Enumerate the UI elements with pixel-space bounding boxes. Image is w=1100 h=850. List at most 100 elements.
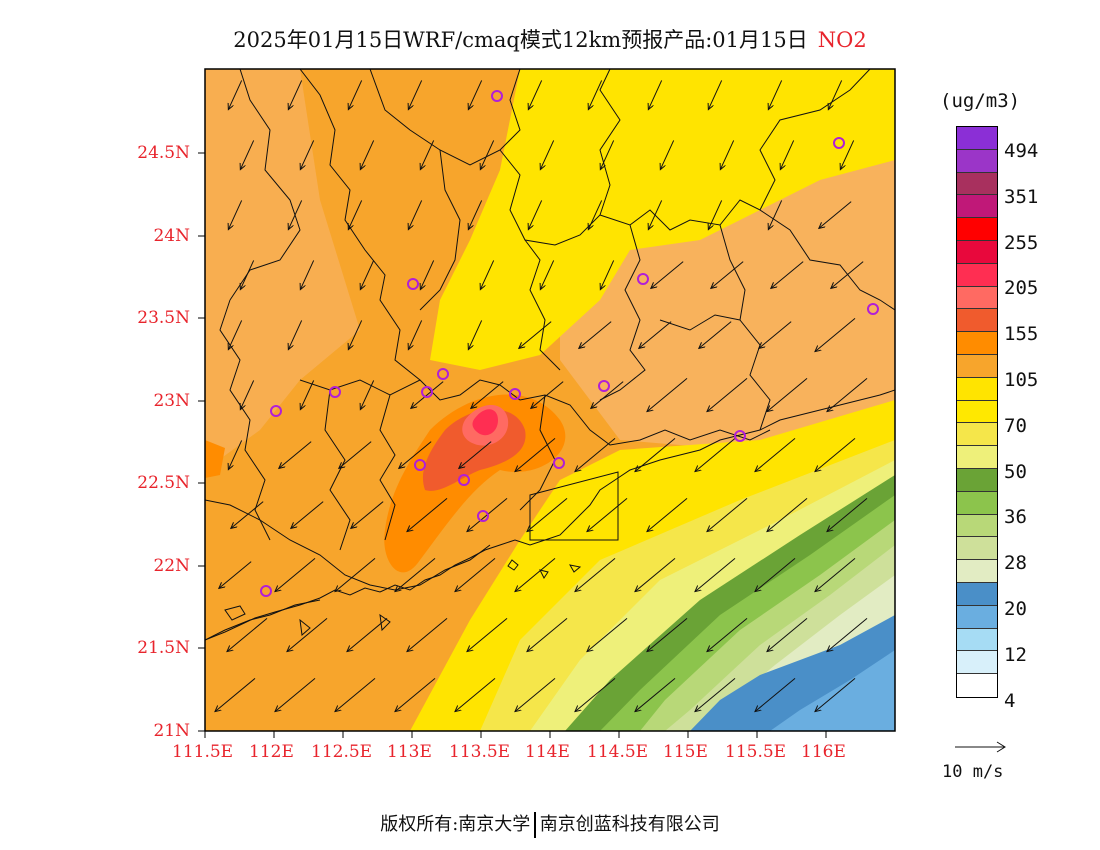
- wind-arrow: [540, 140, 555, 169]
- monitor-site-marker: [407, 278, 419, 290]
- colorbar-label: 205: [1004, 277, 1039, 300]
- wind-arrow: [579, 321, 612, 349]
- copyright-left: 版权所有:南京大学: [380, 814, 531, 835]
- wind-arrow: [407, 618, 448, 651]
- colorbar-cell: [957, 674, 997, 697]
- monitor-site-marker: [458, 474, 470, 486]
- colorbar-label: 4: [1004, 689, 1016, 712]
- colorbar-cell: [957, 332, 997, 355]
- field-orange-patch-west: [205, 440, 225, 478]
- wind-arrow: [411, 381, 444, 409]
- wind-arrow: [540, 260, 555, 289]
- y-tick-label: 24N: [153, 226, 190, 246]
- colorbar-cell: [957, 537, 997, 561]
- wind-arrow: [408, 320, 423, 349]
- colorbar-cell: [957, 400, 997, 424]
- colorbar-cell: [957, 149, 997, 173]
- island: [299, 618, 311, 636]
- colorbar-label: 351: [1004, 185, 1039, 208]
- wind-arrow: [240, 260, 255, 289]
- x-tick-label: 114.5E: [587, 742, 649, 762]
- field-yellow-north: [430, 69, 895, 370]
- y-tick-label: 23N: [153, 391, 190, 411]
- wind-arrow: [455, 678, 496, 711]
- field-light-orange-east: [560, 150, 895, 450]
- colorbar-cell: [957, 446, 997, 469]
- wind-arrow: [215, 678, 256, 711]
- wind-arrow: [455, 558, 496, 591]
- wind-arrow: [660, 140, 675, 169]
- colorbar-cell: [957, 195, 997, 219]
- colorbar: [956, 126, 998, 698]
- monitor-site-marker: [637, 273, 649, 285]
- colorbar-label: 70: [1004, 414, 1027, 437]
- axis-ticks: [198, 152, 827, 738]
- wind-arrow: [515, 678, 556, 711]
- wind-arrow: [759, 321, 792, 349]
- wind-reference-arrow: [955, 741, 1006, 753]
- monitor-site-marker: [598, 380, 610, 392]
- colorbar-unit: (ug/m3): [940, 90, 1021, 112]
- wind-arrow: [755, 438, 796, 471]
- field-pink-red: [472, 409, 498, 436]
- wind-arrow: [708, 80, 723, 109]
- wind-arrow: [815, 678, 856, 711]
- colorbar-cell: [957, 651, 997, 675]
- wind-arrow: [515, 438, 556, 471]
- colorbar-label: 36: [1004, 506, 1027, 529]
- colorbar-label: 12: [1004, 643, 1027, 666]
- x-tick-label: 115.5E: [725, 742, 787, 762]
- wind-arrow: [648, 80, 663, 109]
- colorbar-cell: [957, 263, 997, 287]
- wind-arrow: [459, 441, 492, 469]
- wind-arrow: [228, 200, 243, 229]
- wind-arrow: [831, 261, 864, 289]
- copyright-separator: [534, 812, 536, 838]
- wind-arrow: [780, 140, 795, 169]
- wind-arrow: [588, 80, 603, 109]
- monitor-site-marker: [553, 457, 565, 469]
- colorbar-label: 105: [1004, 369, 1039, 391]
- wind-arrow: [408, 200, 423, 229]
- wind-arrow: [300, 140, 315, 169]
- wind-arrow: [815, 438, 856, 471]
- wind-arrow: [468, 200, 483, 229]
- x-tick-label: 113.5E: [449, 742, 511, 762]
- wind-arrow: [480, 140, 495, 169]
- wind-arrow: [351, 501, 384, 529]
- field-mid-blue: [770, 650, 895, 731]
- wind-arrow: [639, 321, 672, 349]
- colorbar-label: 155: [1004, 323, 1039, 346]
- wind-arrow: [827, 498, 868, 531]
- wind-arrow: [288, 200, 303, 229]
- wind-arrow: [348, 80, 363, 109]
- wind-arrow: [767, 378, 808, 411]
- wind-arrow: [231, 501, 264, 529]
- wind-arrow: [635, 678, 676, 711]
- wind-arrow: [695, 438, 736, 471]
- wind-arrow: [815, 558, 856, 591]
- colorbar-cell: [957, 218, 997, 241]
- chart-title: 2025年01月15日WRF/cmaq模式12km预报产品:01月15日 NO2: [0, 24, 1100, 54]
- wind-arrow: [480, 260, 495, 289]
- wind-arrow: [815, 318, 856, 351]
- x-tick-label: 114E: [525, 742, 570, 762]
- copyright-footer: 版权所有:南京大学 南京创蓝科技有限公司: [0, 810, 1100, 838]
- colorbar-cell: [957, 423, 997, 447]
- x-tick-label: 113E: [387, 742, 432, 762]
- wind-arrow: [600, 260, 615, 289]
- wind-arrow: [707, 378, 748, 411]
- wind-arrow: [227, 618, 268, 651]
- wind-arrow: [420, 260, 435, 289]
- wind-arrow: [828, 80, 843, 109]
- coastline: [205, 389, 895, 641]
- x-tick-label: 112E: [249, 742, 294, 762]
- monitor-site-marker: [329, 386, 341, 398]
- monitor-site-marker: [414, 459, 426, 471]
- pollutant-label: NO2: [817, 28, 867, 52]
- wind-arrow: [707, 618, 748, 651]
- wind-arrow: [840, 140, 855, 169]
- x-tick-label: 115E: [663, 742, 708, 762]
- island: [379, 613, 391, 632]
- wind-arrow: [768, 80, 783, 109]
